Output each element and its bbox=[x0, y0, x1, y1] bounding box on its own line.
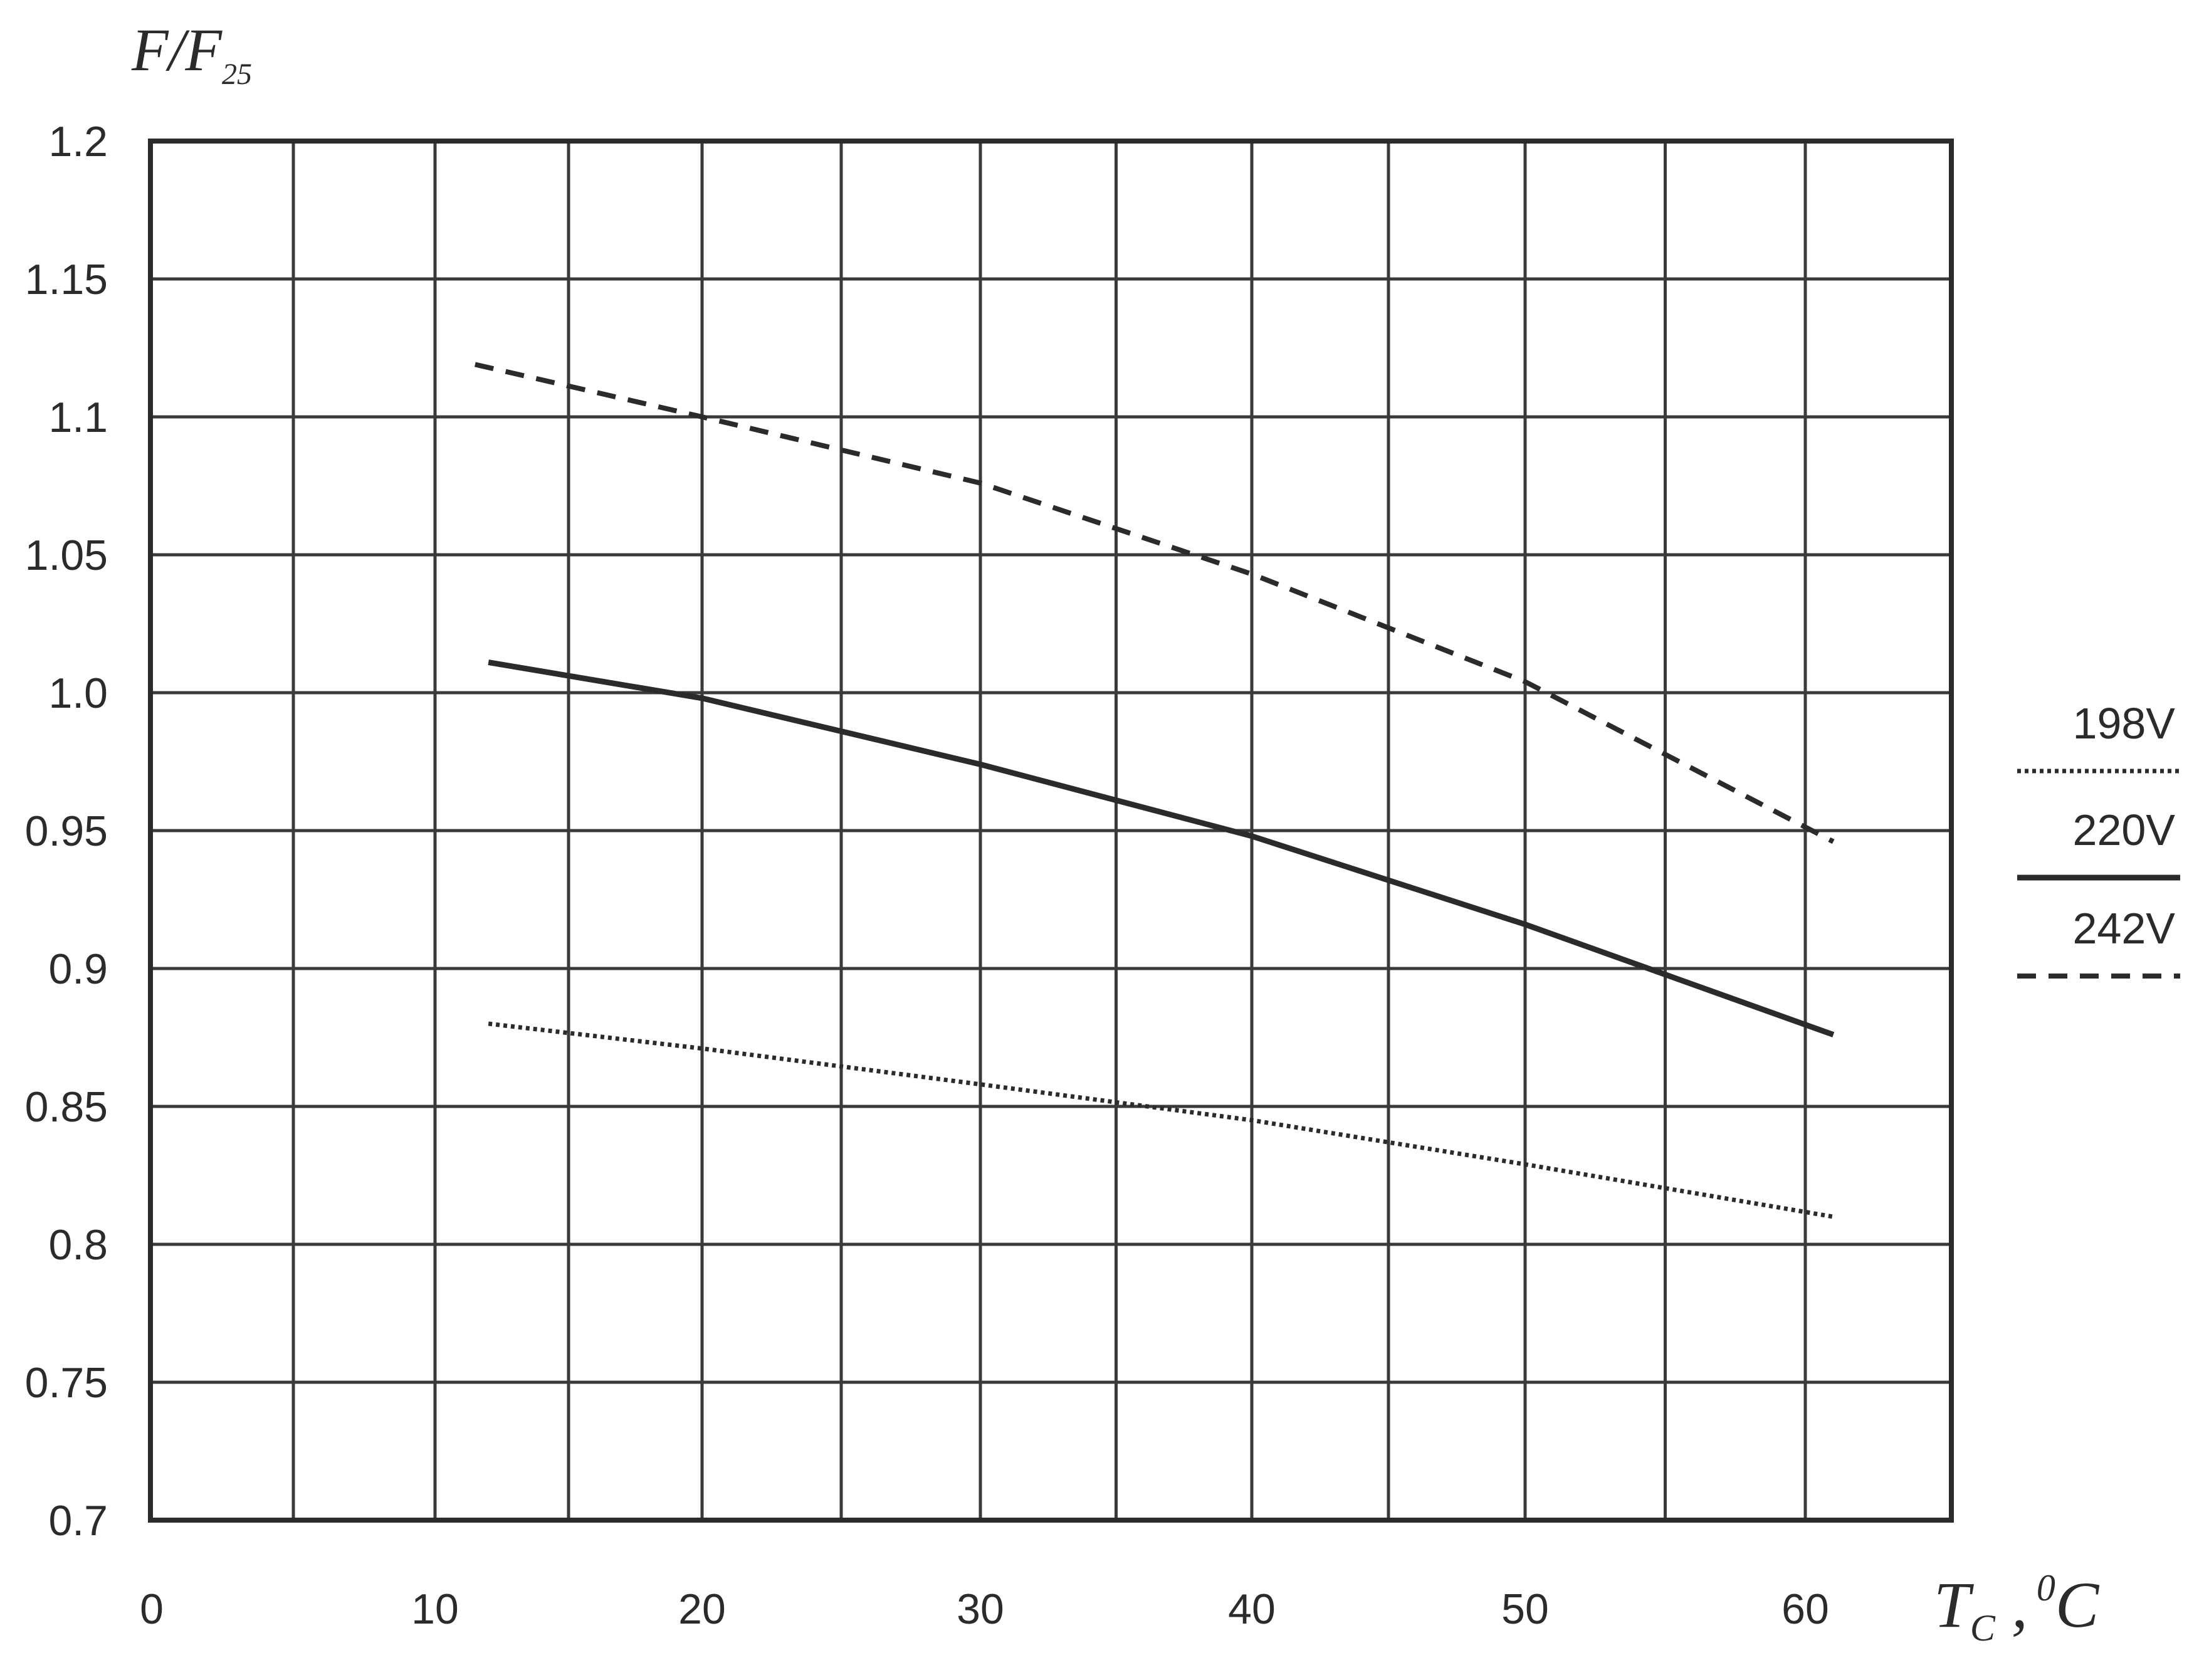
x-axis-title-subscript: C bbox=[1970, 1607, 1996, 1649]
y-tick-label: 1.05 bbox=[25, 532, 108, 579]
x-tick-label: 40 bbox=[1228, 1585, 1276, 1633]
y-tick-label: 0.7 bbox=[48, 1497, 108, 1545]
y-tick-label: 0.85 bbox=[25, 1083, 108, 1131]
x-tick-label: 20 bbox=[678, 1585, 726, 1633]
y-tick-label: 0.8 bbox=[48, 1221, 108, 1269]
y-tick-labels: 0.7 0.75 0.8 0.85 0.9 0.95 1.0 1.05 1.1 1.15 1.2 bbox=[25, 118, 108, 1545]
y-tick-label: 1.2 bbox=[48, 118, 108, 165]
x-tick-label: 0 bbox=[140, 1585, 164, 1633]
y-tick-label: 0.75 bbox=[25, 1359, 108, 1407]
x-tick-labels: 0 10 20 30 40 50 60 bbox=[140, 1585, 1829, 1633]
series-line-198V bbox=[488, 1021, 1834, 1219]
y-tick-label: 0.95 bbox=[25, 807, 108, 855]
grid bbox=[150, 139, 1951, 1522]
x-tick-label: 60 bbox=[1781, 1585, 1829, 1633]
series-line-220V bbox=[488, 659, 1835, 1037]
y-tick-label: 1.0 bbox=[48, 669, 108, 717]
x-axis-title-unit: C bbox=[2055, 1569, 2100, 1641]
series-layer bbox=[475, 362, 1835, 1219]
x-tick-label: 50 bbox=[1501, 1585, 1549, 1633]
series-line-242V bbox=[475, 362, 1835, 844]
y-axis-title-main: F/F bbox=[131, 16, 223, 83]
legend-label-220V: 220V bbox=[2073, 806, 2176, 854]
x-axis-title-main: T bbox=[1934, 1569, 1974, 1641]
x-axis-title: TC , 0C bbox=[1934, 1567, 2100, 1649]
legend-label-242V: 242V bbox=[2073, 904, 2176, 953]
plot-frame bbox=[148, 139, 1954, 1523]
x-axis-title-superscript: 0 bbox=[2037, 1567, 2055, 1609]
y-axis-title: F/F25 bbox=[131, 16, 252, 91]
y-tick-label: 1.15 bbox=[25, 256, 108, 303]
legend-label-198V: 198V bbox=[2073, 699, 2176, 748]
x-tick-label: 10 bbox=[411, 1585, 459, 1633]
y-tick-label: 0.9 bbox=[48, 945, 108, 993]
y-tick-label: 1.1 bbox=[48, 394, 108, 441]
x-tick-label: 30 bbox=[957, 1585, 1004, 1633]
y-axis-title-subscript: 25 bbox=[222, 58, 252, 91]
legend: 198V 220V 242V bbox=[2017, 699, 2180, 979]
x-axis-title-separator: , bbox=[1995, 1569, 2028, 1641]
